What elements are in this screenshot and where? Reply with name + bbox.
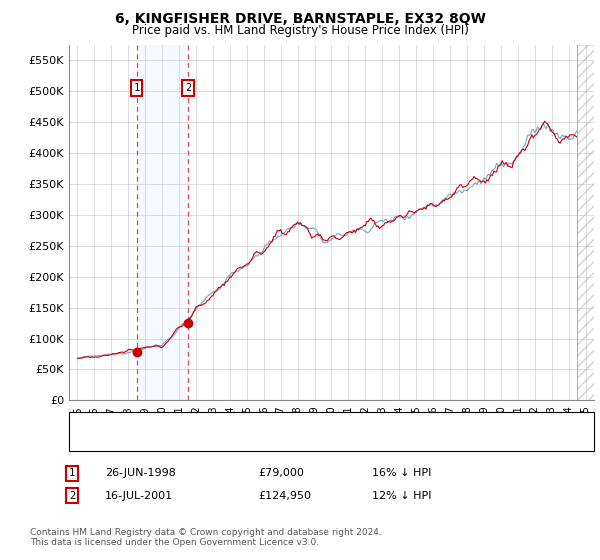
Text: ——: —— (81, 416, 106, 429)
Text: Price paid vs. HM Land Registry's House Price Index (HPI): Price paid vs. HM Land Registry's House … (131, 24, 469, 36)
Text: 2: 2 (185, 83, 191, 93)
Text: Contains HM Land Registry data © Crown copyright and database right 2024.
This d: Contains HM Land Registry data © Crown c… (30, 528, 382, 547)
Text: 12% ↓ HPI: 12% ↓ HPI (372, 491, 431, 501)
Text: 26-JUN-1998: 26-JUN-1998 (105, 468, 176, 478)
Bar (577, 45, 594, 400)
Text: 6, KINGFISHER DRIVE, BARNSTAPLE, EX32 8QW (detached house): 6, KINGFISHER DRIVE, BARNSTAPLE, EX32 8Q… (111, 418, 452, 428)
Text: 16-JUL-2001: 16-JUL-2001 (105, 491, 173, 501)
Text: ——: —— (81, 435, 106, 447)
Text: 16% ↓ HPI: 16% ↓ HPI (372, 468, 431, 478)
Text: £124,950: £124,950 (258, 491, 311, 501)
Text: £79,000: £79,000 (258, 468, 304, 478)
Bar (577, 45, 594, 400)
Text: HPI: Average price, detached house, North Devon: HPI: Average price, detached house, Nort… (111, 436, 370, 446)
Text: 1: 1 (69, 468, 75, 478)
Text: 1: 1 (133, 83, 140, 93)
Text: 2: 2 (69, 491, 75, 501)
Text: 6, KINGFISHER DRIVE, BARNSTAPLE, EX32 8QW: 6, KINGFISHER DRIVE, BARNSTAPLE, EX32 8Q… (115, 12, 485, 26)
Bar (137, 45, 188, 400)
